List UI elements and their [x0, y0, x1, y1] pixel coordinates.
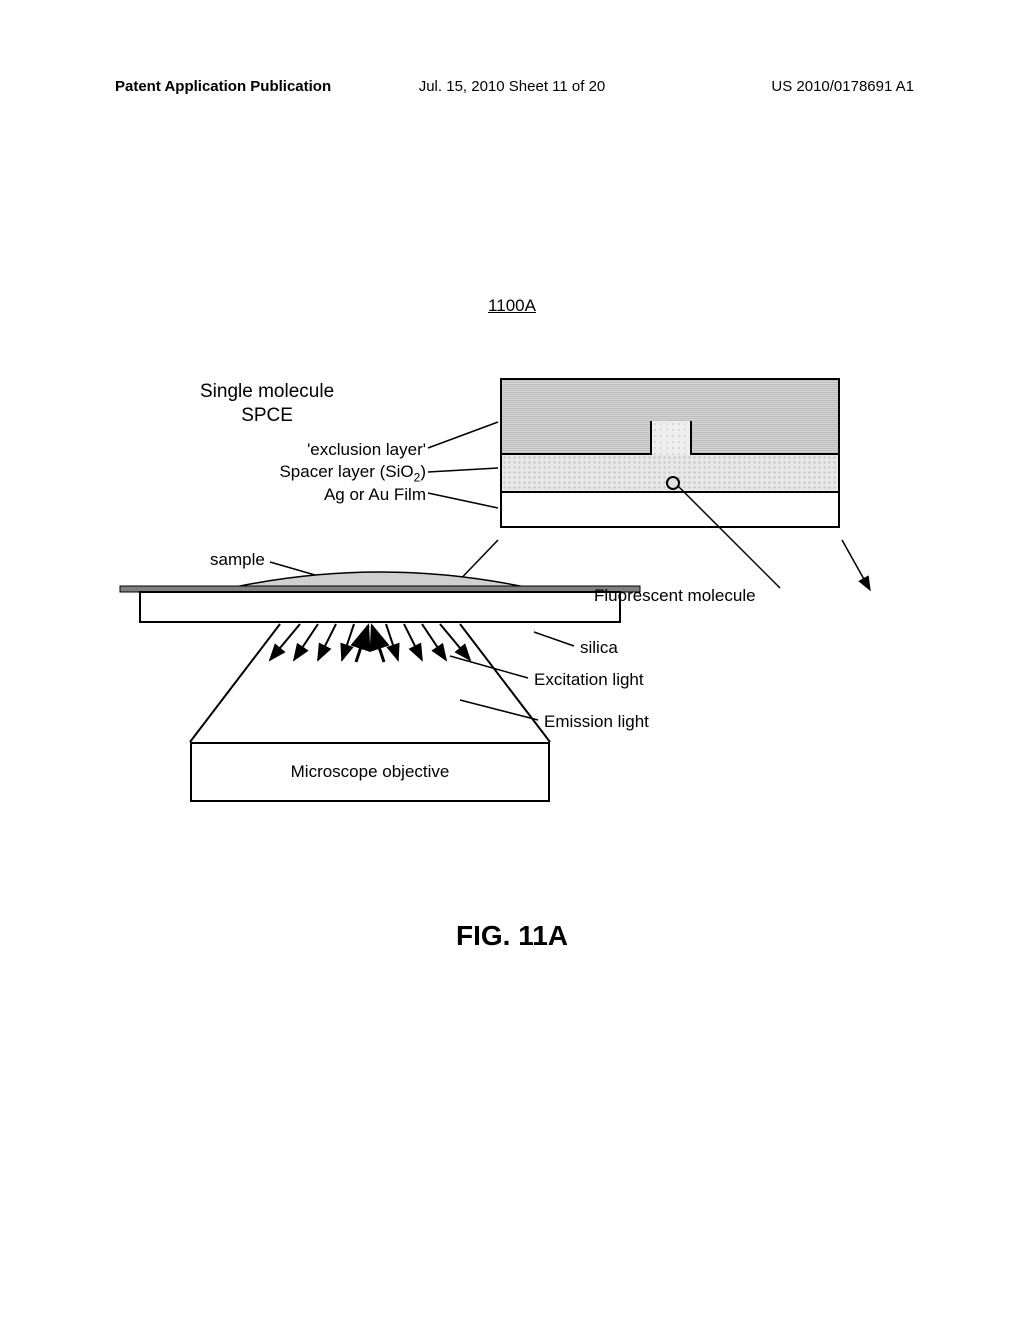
silica-slab: [140, 592, 620, 622]
header-center: Jul. 15, 2010 Sheet 11 of 20: [419, 78, 606, 95]
header-date-sheet-prefix: Jul. 15, 2010 Sheet: [419, 78, 552, 95]
leader-film: [428, 493, 498, 508]
figure-area: Single molecule SPCE 'exclusion layer' S…: [100, 340, 900, 860]
label-objective: Microscope objective: [291, 762, 450, 782]
figure-caption: FIG. 11A: [456, 920, 568, 952]
inset-projection-right: [842, 540, 870, 590]
sheet-current: 11: [552, 78, 568, 95]
figure-number: 1100A: [488, 296, 536, 316]
emission-arrows: [270, 624, 470, 660]
label-excitation: Excitation light: [534, 670, 644, 690]
label-emission: Emission light: [544, 712, 649, 732]
leader-fluorescent: [678, 486, 780, 588]
page-header: Patent Application Publication Jul. 15, …: [0, 78, 1024, 95]
label-fluorescent: Fluorescent molecule: [594, 586, 756, 606]
excitation-arrows: [356, 626, 384, 662]
label-silica: silica: [580, 638, 618, 658]
header-left: Patent Application Publication: [115, 78, 331, 95]
sheet-of: of: [568, 78, 589, 95]
cone-edge-left: [190, 624, 280, 742]
header-right: US 2010/0178691 A1: [771, 78, 914, 95]
light-cone-svg: [160, 620, 580, 750]
leader-spacer: [428, 468, 498, 472]
leader-exclusion: [428, 422, 498, 448]
microscope-objective-box: Microscope objective: [190, 742, 550, 802]
sheet-total: 20: [589, 78, 606, 95]
